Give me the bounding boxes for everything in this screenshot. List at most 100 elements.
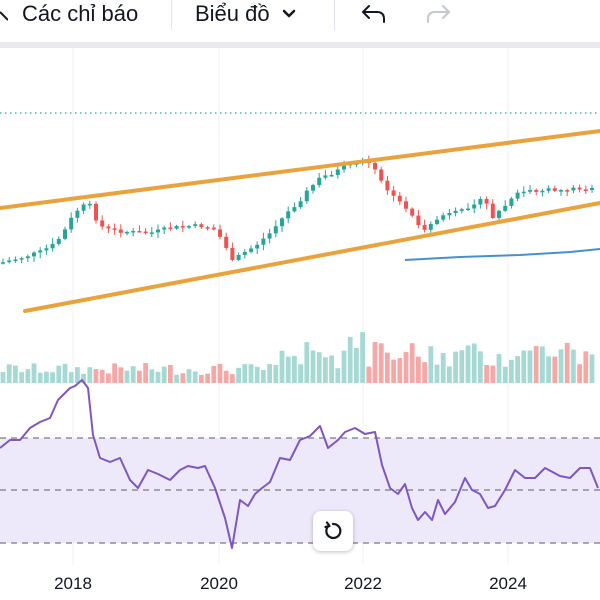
volume-bar [267, 364, 272, 383]
candle-body [168, 227, 173, 230]
volume-bar [496, 354, 502, 383]
candle-body [528, 190, 532, 192]
candle-body [317, 177, 322, 186]
volume-bar [161, 366, 167, 383]
volume-bar [230, 374, 235, 383]
volume-bar [6, 364, 12, 383]
candle-body [236, 254, 241, 260]
volume-bar [149, 369, 155, 383]
volume-bar [37, 372, 43, 383]
candle-body [311, 185, 315, 191]
volume-bar [13, 365, 18, 383]
undo-icon[interactable] [360, 0, 388, 28]
volume-bar [465, 345, 471, 383]
volume-bar [471, 343, 477, 383]
candle-body [404, 201, 408, 209]
stock-chart[interactable]: 2018 2020 2022 2024 [0, 48, 600, 600]
volume-bar [478, 351, 483, 383]
candle-body [1, 262, 5, 264]
candle-body [100, 220, 105, 227]
reset-chart-button[interactable] [313, 511, 353, 551]
candle-body [453, 210, 458, 213]
volume-bar [130, 366, 136, 383]
channel-upper-line[interactable] [0, 129, 600, 210]
toolbar-divider [171, 0, 172, 30]
candle-body [205, 227, 210, 229]
toolbar-shadow [0, 42, 600, 48]
volume-bar [515, 356, 520, 383]
volume-bar [335, 368, 341, 383]
candle-body [199, 224, 204, 228]
candle-body [112, 228, 117, 230]
volume-bar [540, 346, 545, 383]
volume-bar [236, 367, 241, 383]
candle-body [174, 226, 179, 229]
candle-body [162, 227, 167, 230]
toolbar-divider [334, 0, 335, 30]
volume-bar [75, 367, 80, 383]
volume-bars [0, 332, 595, 383]
candle-body [391, 190, 396, 196]
candle-body [7, 260, 12, 263]
volume-bar [440, 353, 446, 383]
volume-bar [422, 362, 427, 383]
volume-bar [546, 356, 551, 383]
chart-type-label: Biểu đồ [195, 1, 270, 26]
chart-type-button[interactable]: Biểu đồ [195, 0, 296, 28]
candle-body [590, 187, 594, 190]
volume-bar [409, 343, 415, 383]
volume-bar [403, 351, 409, 383]
candle-body [329, 174, 334, 177]
volume-bar [223, 370, 229, 383]
candle-body [397, 195, 402, 202]
candle-body [540, 190, 545, 193]
volume-bar [124, 370, 130, 383]
volume-bar [56, 365, 62, 383]
candle-body [261, 238, 266, 245]
candle-body [509, 198, 514, 206]
candle-body [497, 210, 501, 218]
volume-bar [87, 367, 93, 383]
chart-toolbar: Các chỉ báo Biểu đồ [0, 0, 600, 44]
volume-bar [205, 373, 210, 383]
candle-body [230, 247, 235, 260]
volume-bar [186, 369, 192, 383]
candle-body [441, 215, 446, 220]
candle-body [323, 175, 328, 178]
candle-body [286, 211, 291, 219]
volume-bar [298, 364, 303, 383]
volume-bar [285, 356, 291, 383]
volume-bar [192, 371, 198, 383]
candle-body [13, 259, 18, 262]
volume-bar [589, 354, 595, 383]
candle-body [521, 191, 526, 194]
candle-body [131, 231, 136, 233]
x-axis-tick: 2018 [54, 574, 92, 593]
candle-body [571, 187, 576, 191]
channel-lower-line[interactable] [23, 201, 600, 313]
candle-body [149, 232, 154, 234]
volume-bar [81, 373, 86, 383]
volume-bar [316, 352, 322, 383]
volume-bar [19, 372, 24, 383]
candle-body [255, 244, 260, 249]
volume-bar [527, 350, 533, 383]
volume-bar [552, 356, 558, 383]
volume-bar [242, 364, 248, 383]
volume-bar [211, 365, 217, 383]
volume-bar [93, 369, 99, 383]
candle-body [583, 189, 588, 192]
candle-body [193, 224, 198, 227]
volume-bar [577, 364, 582, 383]
volume-bar [279, 350, 285, 383]
indicators-button[interactable]: Các chỉ báo [22, 1, 139, 26]
volume-bar [174, 374, 179, 383]
volume-bar [44, 371, 49, 383]
candle-body [466, 208, 470, 211]
candle-body [472, 204, 477, 209]
redo-icon[interactable] [424, 0, 452, 28]
close-icon[interactable] [0, 0, 8, 28]
volume-bar [354, 347, 359, 383]
candle-body [577, 187, 582, 190]
volume-bar [428, 346, 434, 383]
